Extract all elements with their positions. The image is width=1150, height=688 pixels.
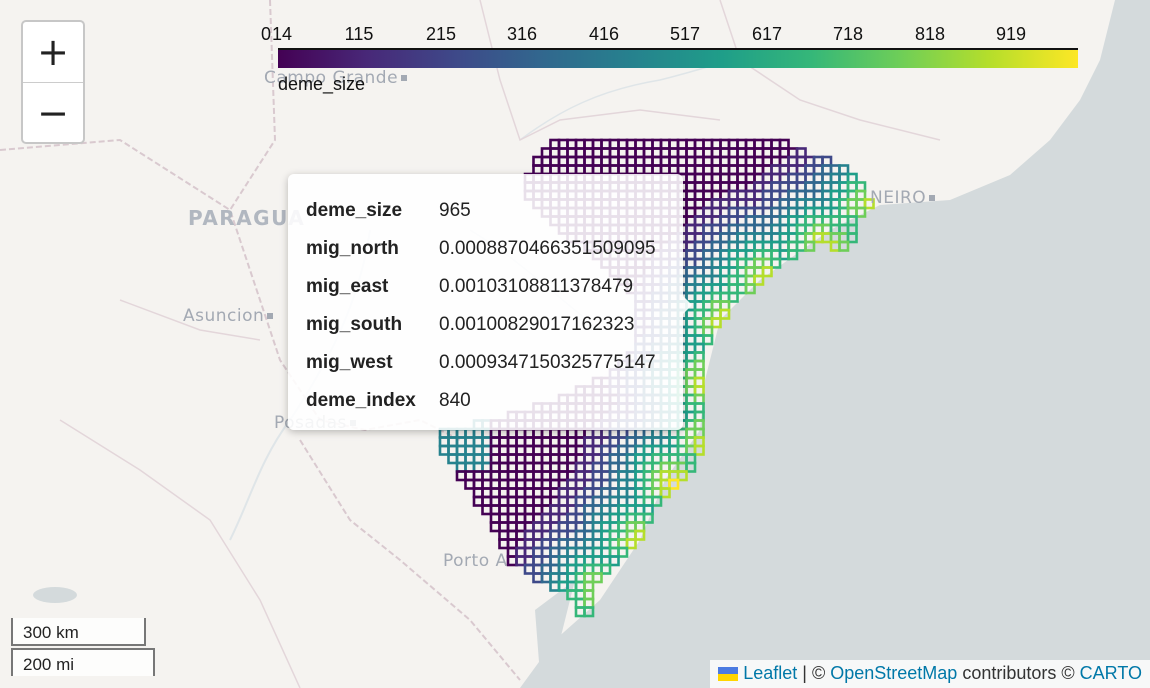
deme-cell[interactable] — [761, 266, 773, 278]
city-label-campo-grande: Campo Grande — [264, 68, 408, 88]
city-label-rio-de-janeiro: NEIRO — [870, 188, 936, 208]
popup-row: mig_east 0.00103108811378479 — [306, 268, 656, 306]
deme-cell[interactable] — [702, 334, 714, 346]
deme-cell[interactable] — [753, 274, 765, 286]
colorbar-caption: deme_size — [278, 74, 366, 94]
colorbar-tick: 617 — [751, 24, 783, 44]
city-label-porto-alegre: Porto A — [443, 551, 508, 571]
popup-row: deme_index 840 — [306, 382, 656, 420]
deme-cell[interactable] — [855, 206, 867, 218]
city-label-asuncion: Asuncion — [183, 306, 274, 326]
popup-row: mig_west 0.0009347150325775147 — [306, 344, 656, 382]
leaflet-link[interactable]: Leaflet — [743, 663, 798, 683]
scale-label-km: 300 km — [11, 618, 146, 646]
deme-cell[interactable] — [668, 478, 680, 490]
colorbar-tick: 316 — [506, 24, 538, 44]
popup-value: 0.0008870466351509095 — [439, 238, 656, 259]
popup-table: deme_size 965 mig_north 0.0008870466351509… — [306, 192, 656, 420]
zoom-in-button[interactable]: + — [37, 30, 69, 74]
popup-tip — [683, 296, 692, 314]
deme-cell[interactable] — [583, 606, 595, 618]
colorbar-tick: 115 — [344, 24, 374, 44]
lagoon — [535, 580, 575, 675]
scale-bar-metric: 300 km — [11, 618, 146, 646]
colorbar-tick: 517 — [669, 24, 701, 44]
deme-cell[interactable] — [744, 283, 756, 295]
deme-cell[interactable] — [617, 546, 629, 558]
deme-cell[interactable] — [591, 572, 603, 584]
deme-popup: deme_size 965 mig_north 0.0008870466351509… — [288, 174, 692, 430]
popup-row: mig_south 0.00100829017162323 — [306, 306, 656, 344]
zoom-out-button[interactable]: − — [23, 82, 83, 142]
popup-key: deme_index — [306, 390, 416, 411]
zoom-control: + − — [21, 20, 85, 144]
colorbar-tick: 215 — [425, 24, 457, 44]
deme-cell[interactable] — [719, 308, 731, 320]
deme-cell[interactable] — [770, 257, 782, 269]
deme-cell[interactable] — [838, 240, 850, 252]
deme-cell[interactable] — [693, 444, 705, 456]
colorbar-gradient — [278, 48, 1078, 68]
ocean — [520, 0, 1150, 688]
colorbar-legend: 0 14 115 215 316 416 517 617 718 818 919… — [260, 22, 1083, 102]
deme-cell[interactable] — [634, 529, 646, 541]
deme-cell[interactable] — [600, 563, 612, 575]
colorbar-tick: 718 — [832, 24, 864, 44]
attribution-separator: | © — [797, 663, 831, 683]
popup-key: mig_east — [306, 276, 389, 297]
scale-label-mi: 200 mi — [11, 648, 155, 676]
ukraine-flag-icon — [718, 667, 739, 682]
popup-key: mig_north — [306, 238, 399, 259]
country-label-paraguay: PARAGUA — [188, 206, 306, 230]
colorbar-tick: 416 — [588, 24, 620, 44]
popup-value: 0.0009347150325775147 — [439, 352, 656, 373]
osm-link[interactable]: OpenStreetMap — [830, 663, 958, 683]
colorbar-tick: 14 — [271, 24, 293, 44]
popup-row: deme_size 965 — [306, 192, 656, 230]
carto-link[interactable]: CARTO — [1079, 663, 1142, 683]
attribution: Leaflet | © OpenStreetMap contributors ©… — [710, 660, 1150, 688]
popup-key: mig_west — [306, 352, 393, 373]
colorbar-ticks: 0 14 115 215 316 416 517 617 718 818 919 — [260, 22, 1083, 48]
popup-value: 0.00100829017162323 — [439, 314, 635, 335]
deme-cell[interactable] — [727, 291, 739, 303]
popup-value: 840 — [439, 390, 471, 411]
deme-cell[interactable] — [608, 555, 620, 567]
deme-cell[interactable] — [659, 487, 671, 499]
popup-key: mig_south — [306, 314, 403, 335]
deme-cell[interactable] — [846, 232, 858, 244]
popup-key: deme_size — [306, 200, 403, 221]
deme-cell[interactable] — [676, 470, 688, 482]
deme-cell[interactable] — [625, 538, 637, 550]
deme-cell[interactable] — [651, 495, 663, 507]
colorbar-tick: 818 — [914, 24, 946, 44]
scale-bar-imperial: 200 mi — [11, 648, 155, 676]
deme-cell[interactable] — [685, 461, 697, 473]
popup-value: 0.00103108811378479 — [439, 276, 634, 297]
colorbar-tick: 0 — [260, 24, 272, 44]
popup-row: mig_north 0.0008870466351509095 — [306, 230, 656, 268]
deme-cell[interactable] — [787, 249, 799, 261]
colorbar-tick: 919 — [995, 24, 1027, 44]
deme-cell[interactable] — [863, 198, 875, 210]
attribution-text: contributors © — [957, 663, 1080, 683]
deme-cell[interactable] — [710, 317, 722, 329]
popup-value: 965 — [439, 200, 471, 221]
deme-cell[interactable] — [642, 512, 654, 524]
deme-cell[interactable] — [804, 240, 816, 252]
